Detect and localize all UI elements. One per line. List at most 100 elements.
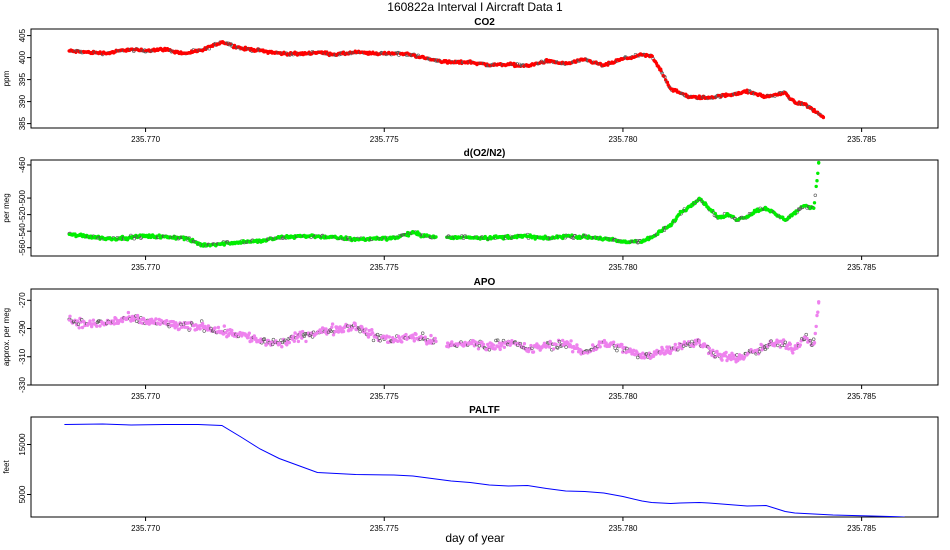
data-point-apo <box>311 330 316 334</box>
data-point-do2n2 <box>669 223 673 227</box>
data-point-apo <box>783 340 787 344</box>
data-point-do2n2 <box>430 235 434 239</box>
data-point-co2 <box>783 91 787 95</box>
data-point-co2 <box>125 48 128 52</box>
data-point-do2n2 <box>564 234 568 238</box>
data-point-apo <box>174 321 178 325</box>
x-tick-label-paltf: 235.785 <box>847 524 876 533</box>
data-point-apo <box>308 333 312 338</box>
data-point-apo <box>165 319 169 323</box>
data-point-do2n2 <box>583 235 587 239</box>
data-point-do2n2 <box>659 229 663 233</box>
panel-title-do2n2: d(O2/N2) <box>464 148 506 159</box>
data-point-do2n2 <box>755 209 759 212</box>
x-tick-label-co2: 235.780 <box>608 135 637 144</box>
data-point-apo <box>74 323 79 327</box>
data-point-do2n2 <box>814 184 818 189</box>
data-point-apo <box>791 351 795 355</box>
data-point-do2n2 <box>793 211 797 215</box>
data-point-apo <box>804 332 808 337</box>
data-point-co2 <box>821 115 825 119</box>
data-point-apo <box>755 349 759 353</box>
data-point-apo <box>557 339 562 344</box>
data-point-apo <box>779 339 783 343</box>
data-point-co2 <box>688 95 692 99</box>
data-point-apo <box>486 342 490 347</box>
y-tick-label-co2: 385 <box>18 116 27 130</box>
y-tick-label-co2: 395 <box>18 72 27 86</box>
x-tick-label-apo: 235.785 <box>847 392 876 401</box>
panel-apo: APO approx. per meg 235.770 235.775 235.780 2… <box>2 277 939 401</box>
data-point-apo <box>497 341 502 345</box>
data-point-do2n2 <box>201 243 205 247</box>
x-axis-label: day of year <box>445 531 505 545</box>
data-point-do2n2 <box>354 237 358 241</box>
data-point-do2n2 <box>277 236 281 240</box>
data-point-co2 <box>602 64 606 67</box>
series-line-paltf <box>64 423 905 517</box>
data-point-apo <box>793 346 797 350</box>
data-point-do2n2 <box>163 235 167 239</box>
data-point-apo <box>813 331 817 336</box>
data-point-apo <box>330 322 335 326</box>
data-point-apo <box>280 345 284 349</box>
data-point-co2 <box>640 53 644 57</box>
data-point-apo <box>476 347 481 351</box>
data-point-apo <box>522 342 527 346</box>
data-point-apo <box>329 329 333 333</box>
data-point-apo <box>502 345 507 349</box>
data-point-apo <box>387 335 391 339</box>
figure-title: 160822a Interval I Aircraft Data 1 <box>387 0 563 14</box>
data-point-apo <box>82 320 86 324</box>
data-point-do2n2 <box>815 179 819 183</box>
y-tick-label-co2: 400 <box>18 50 27 64</box>
data-point-co2 <box>487 63 491 67</box>
data-point-apo <box>554 342 558 347</box>
series-do2n2 <box>67 160 821 248</box>
data-point-apo <box>710 353 714 357</box>
data-point-apo <box>224 331 228 335</box>
data-point-do2n2 <box>487 236 491 240</box>
data-point-apo <box>172 323 176 327</box>
data-point-do2n2 <box>797 207 802 212</box>
data-point-co2 <box>812 108 816 112</box>
data-point-apo <box>291 334 296 338</box>
data-point-apo <box>568 343 572 347</box>
data-point-do2n2 <box>812 201 817 205</box>
data-point-co2 <box>182 52 186 56</box>
data-point-apo <box>287 340 291 345</box>
data-point-do2n2 <box>812 206 816 210</box>
data-point-apo <box>811 337 816 341</box>
data-point-co2 <box>105 51 109 55</box>
data-point-co2 <box>354 50 358 54</box>
data-point-apo <box>673 342 677 347</box>
data-point-apo <box>75 319 80 323</box>
data-point-apo <box>620 342 624 347</box>
x-tick-label-do2n2: 235.775 <box>370 263 399 272</box>
data-point-apo <box>555 346 560 350</box>
data-point-apo <box>621 346 625 350</box>
x-tick-label-do2n2: 235.785 <box>847 263 876 272</box>
data-point-apo <box>375 332 380 337</box>
data-point-apo <box>716 353 720 357</box>
data-point-co2 <box>67 49 71 53</box>
y-tick-label-apo: -310 <box>18 348 27 365</box>
data-point-apo <box>158 322 162 326</box>
data-point-co2 <box>545 59 549 63</box>
data-point-do2n2 <box>125 236 128 240</box>
data-point-apo <box>720 358 724 362</box>
data-point-apo <box>250 339 254 343</box>
data-point-co2 <box>411 53 415 57</box>
data-point-apo <box>373 335 377 339</box>
data-point-co2 <box>526 64 529 68</box>
data-point-apo <box>508 343 512 347</box>
data-point-apo <box>269 343 273 347</box>
data-point-apo <box>678 344 682 347</box>
y-tick-label-do2n2: -500 <box>18 190 27 207</box>
data-point-apo <box>575 343 579 347</box>
data-point-apo <box>76 322 81 326</box>
data-point-apo <box>583 351 587 354</box>
data-point-do2n2 <box>373 237 377 241</box>
data-point-apo <box>715 349 719 354</box>
data-point-apo <box>202 329 206 333</box>
